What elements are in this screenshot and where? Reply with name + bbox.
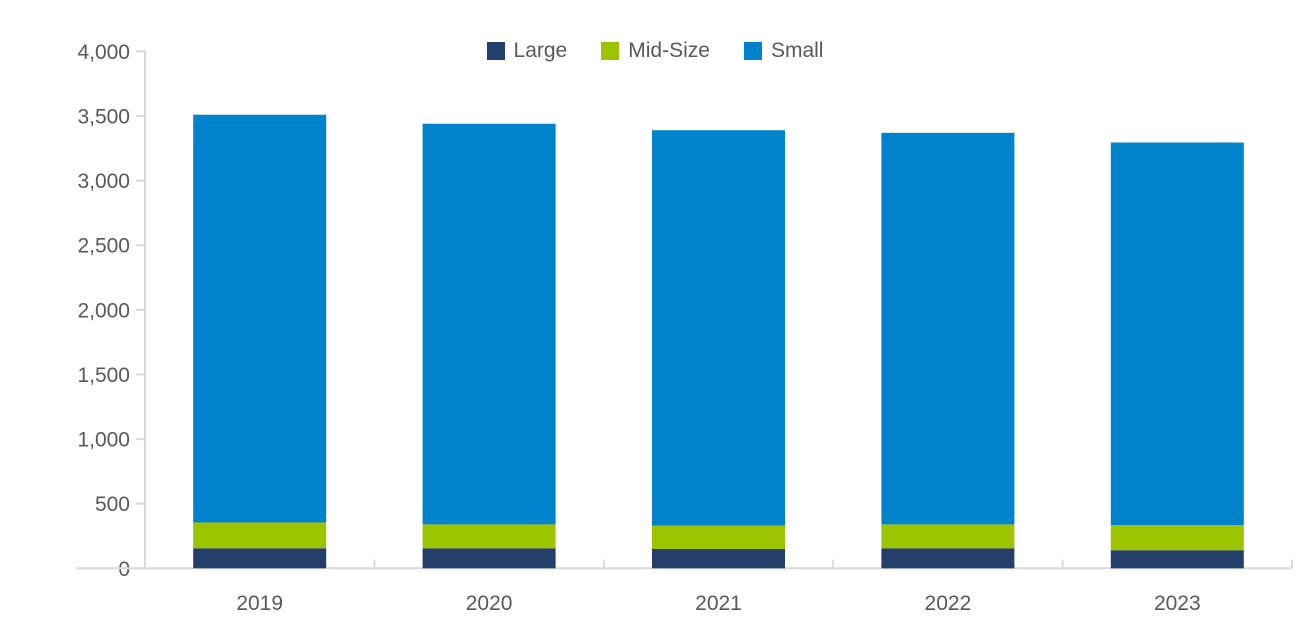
y-axis-tick-label: 3,000 [77,170,130,193]
x-axis-category-label: 2023 [1154,592,1201,615]
bar-segment-2023-mid-size [1110,525,1244,551]
bar-segment-2023-large [1110,550,1244,569]
bar-segment-2022-large [881,548,1015,569]
y-axis-tick-label: 2,000 [77,299,130,322]
bar-segment-2022-small [881,132,1015,525]
y-axis-tick-label: 1,000 [77,429,130,452]
bar-segment-2020-mid-size [422,524,556,549]
bar-segment-2019-mid-size [193,522,327,549]
x-axis-category-label: 2021 [695,592,742,615]
bar-segment-2019-small [193,114,327,523]
bar-segment-2020-large [422,548,556,569]
x-axis-category-label: 2019 [236,592,283,615]
bar-segment-2021-small [652,130,785,526]
y-axis-tick-label: 1,500 [77,364,130,387]
y-axis-tick-label: 3,500 [77,106,130,129]
y-axis-tick-label: 4,000 [77,41,130,64]
bar-segment-2023-small [1110,142,1244,526]
x-axis-category-label: 2020 [466,592,513,615]
bar-segment-2020-small [422,123,556,525]
y-axis-tick-label: 500 [95,493,130,516]
bar-segment-2019-large [193,548,327,569]
bar-segment-2022-mid-size [881,524,1015,549]
bar-segment-2021-mid-size [652,525,785,549]
bar-segment-2021-large [652,548,785,569]
y-axis-tick-label: 2,500 [77,235,130,258]
x-axis-category-label: 2022 [925,592,972,615]
